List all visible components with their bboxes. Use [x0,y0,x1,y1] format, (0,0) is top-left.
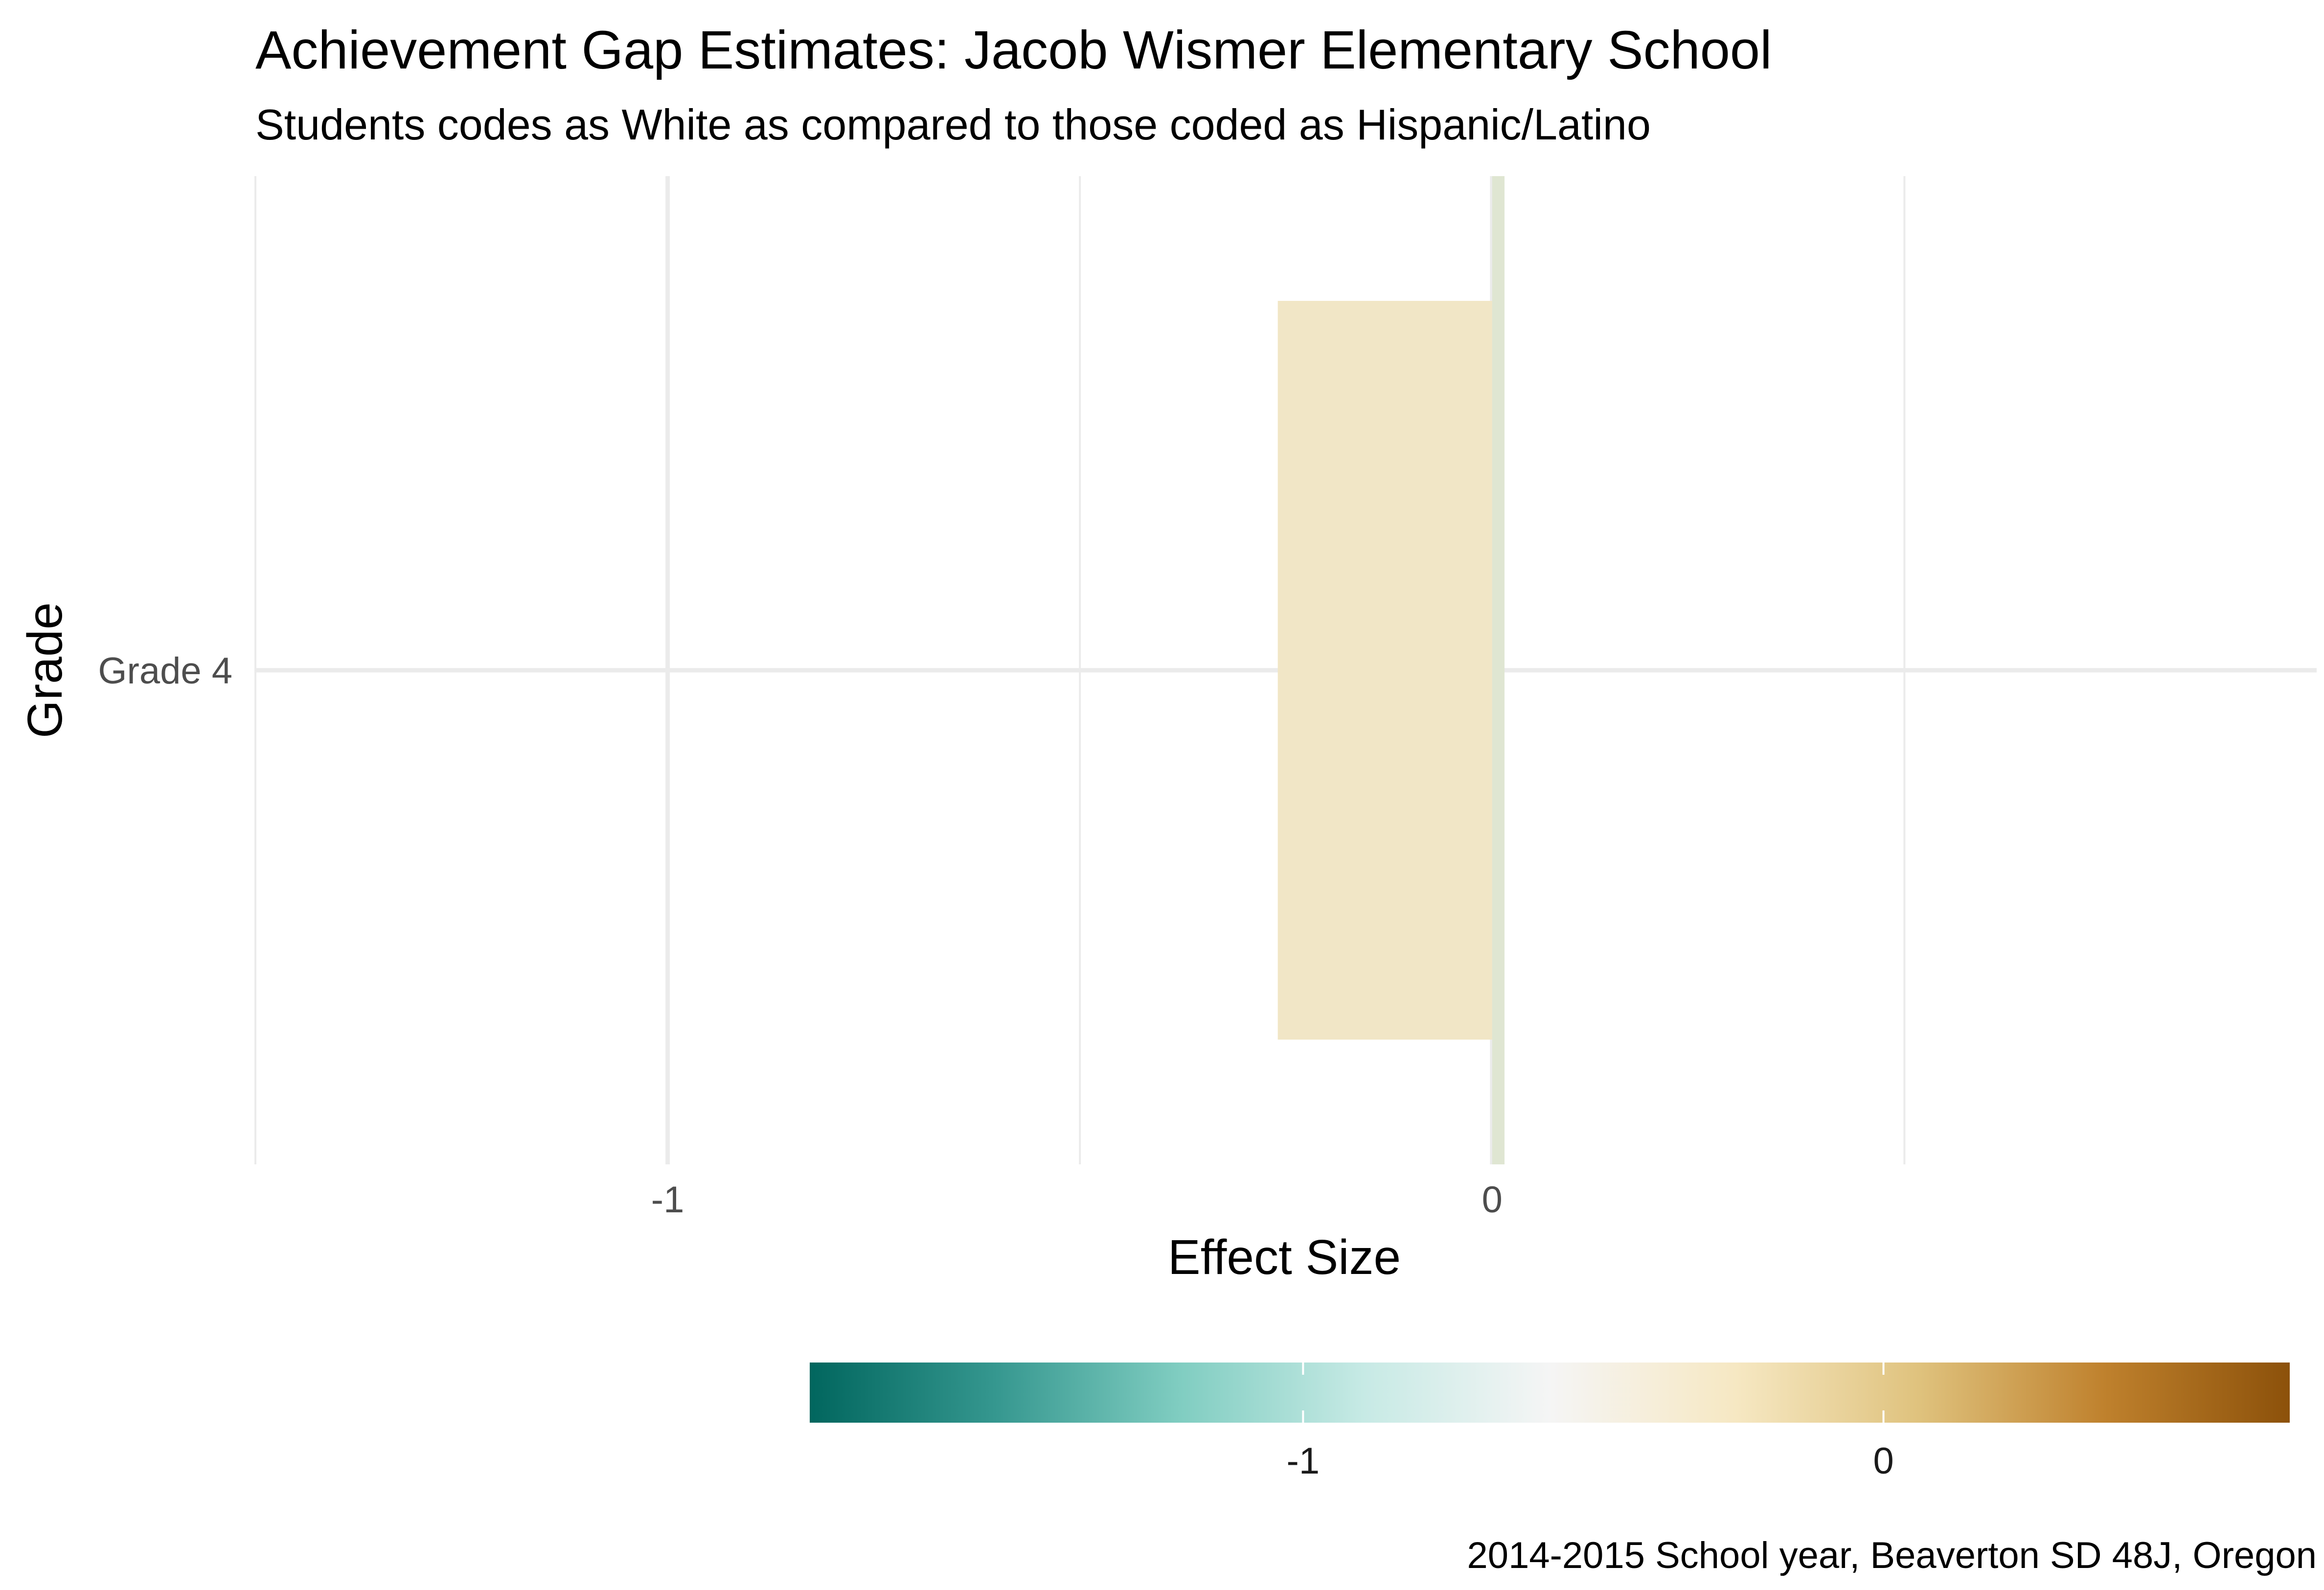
x-tick-label: -1 [651,1179,684,1221]
colorbar-tick-label: 0 [1873,1440,1893,1482]
chart-subtitle: Students codes as White as compared to t… [255,100,1651,149]
bar [1277,301,1492,1040]
colorbar-tick-label: -1 [1287,1440,1320,1482]
colorbar [810,1363,2290,1423]
y-axis-ticks: Grade 4 [98,650,232,692]
y-tick-label: Grade 4 [98,650,232,692]
bars [1277,176,1505,1164]
colorbar-ticks: -1 0 [1287,1363,1894,1482]
x-axis-ticks: -1 0 [651,1179,1503,1221]
color-legend: -1 0 [810,1363,2290,1482]
x-tick-label: 0 [1482,1179,1503,1221]
bar [1492,176,1505,1164]
chart-caption: 2014-2015 School year, Beaverton SD 48J,… [1467,1535,2317,1576]
x-axis-title: Effect Size [1168,1230,1401,1285]
plot-panel [254,176,2317,1164]
y-axis-title: Grade [18,602,72,738]
chart-title: Achievement Gap Estimates: Jacob Wismer … [255,20,1772,80]
